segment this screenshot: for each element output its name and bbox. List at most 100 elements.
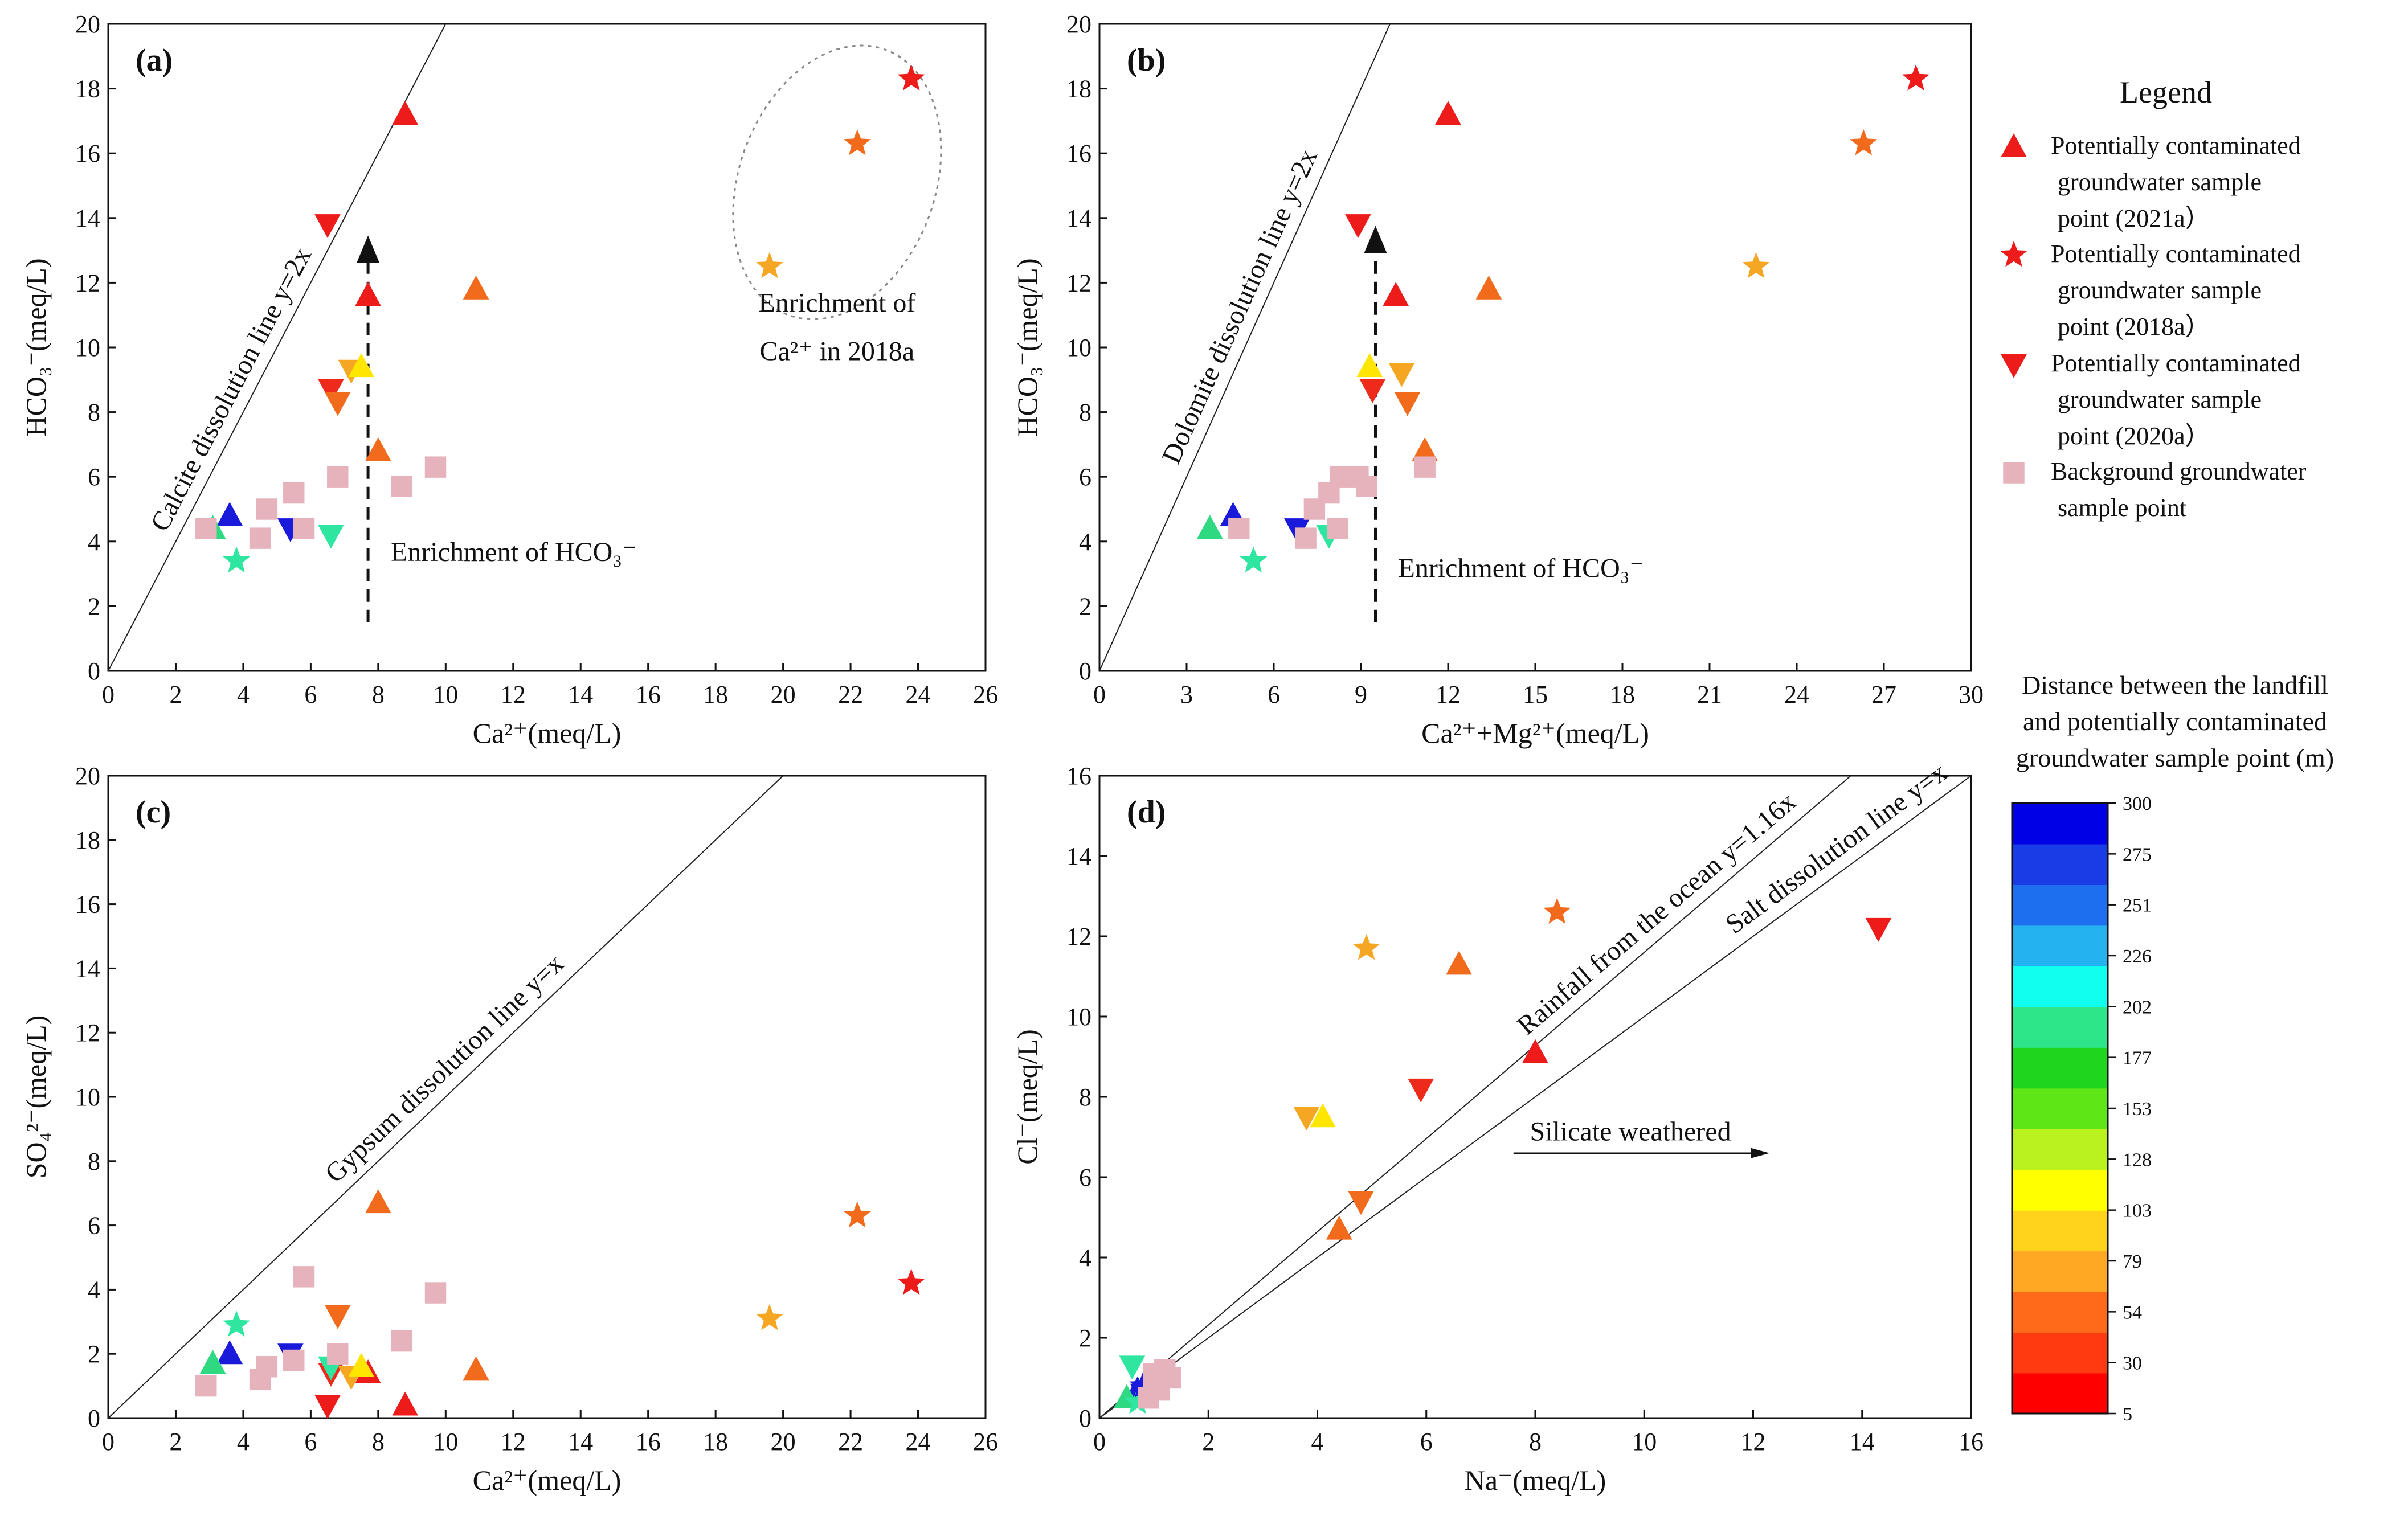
x-tick-label: 26: [973, 681, 998, 708]
data-point-triangle-up: [348, 353, 375, 378]
panel-label: (c): [136, 794, 171, 830]
data-point-triangle-down: [1293, 1107, 1320, 1131]
data-point-triangle-down: [1345, 214, 1371, 239]
reference-line: [108, 24, 447, 671]
y-tick-label: 16: [1066, 762, 1091, 790]
data-point-square: [283, 1349, 305, 1371]
x-tick-label: 18: [1610, 681, 1635, 708]
colorbar-tick-label: 79: [2123, 1251, 2142, 1272]
data-point-square: [1228, 518, 1250, 539]
annotation-text: Enrichment of HCO₃⁻: [391, 537, 636, 567]
reference-line: [1099, 24, 1391, 671]
colorbar-segment: [2012, 1373, 2108, 1414]
colorbar-tick-label: 128: [2123, 1149, 2152, 1170]
y-axis-label: HCO₃⁻(meq/L): [1011, 258, 1043, 436]
x-tick-label: 2: [169, 681, 182, 708]
enrichment-arrow-head: [1364, 226, 1387, 253]
y-tick-label: 6: [1079, 463, 1091, 491]
legend-title: Legend: [2120, 75, 2212, 109]
y-tick-label: 10: [75, 1083, 100, 1111]
x-axis-label: Ca²⁺(meq/L): [473, 717, 622, 749]
colorbar-segment: [2012, 1047, 2108, 1089]
x-tick-label: 12: [501, 681, 526, 708]
y-tick-label: 2: [1079, 1324, 1091, 1352]
y-tick-label: 8: [1079, 1083, 1091, 1111]
annotation-text-line1: Enrichment of: [758, 288, 915, 318]
legend-entry-text: groundwater sample: [2058, 386, 2262, 413]
data-point-triangle-down: [1359, 379, 1386, 403]
colorbar-tick-label: 30: [2123, 1353, 2142, 1374]
x-tick-label: 0: [102, 681, 115, 708]
colorbar-segment: [2012, 843, 2108, 885]
data-point-square: [391, 476, 413, 497]
y-tick-label: 0: [88, 1404, 100, 1432]
data-point-triangle-down: [318, 525, 344, 549]
x-tick-label: 10: [1632, 1428, 1657, 1456]
y-tick-label: 8: [88, 1148, 100, 1175]
colorbar-title: groundwater sample point (m): [2016, 743, 2334, 772]
y-tick-label: 12: [75, 1019, 100, 1047]
legend-entry-text: point (2020a）: [2058, 422, 2210, 450]
colorbar-segment: [2012, 1128, 2108, 1170]
data-point-triangle-up: [365, 1189, 391, 1214]
colorbar-segment: [2012, 803, 2108, 845]
data-point-square: [195, 1375, 217, 1397]
x-tick-label: 2: [1202, 1428, 1215, 1456]
y-axis-label: Cl⁻(meq/L): [1011, 1029, 1043, 1164]
data-point-square: [1356, 476, 1377, 497]
data-point-triangle-up: [1197, 515, 1223, 539]
annotation-text: Enrichment of HCO₃⁻: [1399, 553, 1644, 583]
data-point-square: [327, 1343, 349, 1365]
colorbar-tick-label: 54: [2123, 1302, 2142, 1323]
x-tick-label: 24: [906, 1428, 931, 1456]
y-tick-label: 0: [1079, 1404, 1091, 1432]
data-point-triangle-down: [1348, 1191, 1374, 1215]
colorbar-segment: [2012, 1251, 2108, 1292]
panel-label: (b): [1127, 43, 1166, 78]
x-tick-label: 2: [169, 1428, 182, 1456]
x-tick-label: 4: [237, 681, 250, 708]
colorbar-segment: [2012, 925, 2108, 966]
y-tick-label: 20: [1066, 10, 1091, 38]
x-tick-label: 6: [304, 1428, 317, 1456]
data-point-square: [391, 1330, 413, 1352]
x-tick-label: 6: [1420, 1428, 1433, 1456]
data-point-star: [1543, 898, 1571, 924]
x-tick-label: 10: [433, 681, 458, 708]
colorbar-segment: [2012, 1332, 2108, 1374]
y-tick-label: 2: [88, 1340, 100, 1368]
legend-entry-text: Potentially contaminated: [2051, 349, 2301, 377]
y-tick-label: 20: [75, 762, 100, 790]
reference-line: [1099, 776, 1971, 1418]
colorbar-tick-label: 5: [2123, 1404, 2132, 1425]
data-point-square: [195, 518, 217, 539]
data-point-star: [1129, 1371, 1157, 1398]
data-point-star: [756, 252, 783, 278]
x-tick-label: 22: [838, 681, 863, 708]
enrichment-arrow-head: [357, 235, 380, 263]
y-tick-label: 4: [1079, 528, 1091, 556]
reference-line: [1099, 776, 1851, 1418]
x-axis-label: Ca²⁺(meq/L): [473, 1464, 622, 1496]
y-tick-label: 10: [1066, 334, 1091, 362]
x-tick-label: 0: [1093, 681, 1106, 708]
colorbar-segment: [2012, 1006, 2108, 1048]
colorbar-tick-label: 300: [2123, 793, 2152, 814]
data-point-star: [223, 546, 250, 573]
data-point-star: [1850, 129, 1878, 155]
data-point-triangle-up: [1522, 1039, 1548, 1063]
legend-entry-text: sample point: [2058, 494, 2186, 522]
y-axis-label: HCO₃⁻(meq/L): [20, 258, 52, 436]
reference-lines-b: [1099, 24, 1391, 671]
colorbar-tick-label: 202: [2123, 997, 2152, 1018]
y-tick-label: 16: [75, 140, 100, 167]
reference-line: [108, 776, 784, 1418]
y-tick-label: 14: [75, 955, 100, 982]
colorbar-segment: [2012, 1291, 2108, 1333]
data-point-triangle-up: [392, 1391, 419, 1416]
y-tick-label: 12: [1066, 923, 1091, 951]
data-point-triangle-up: [392, 101, 419, 125]
colorbar-title: and potentially contaminated: [2023, 707, 2327, 736]
data-point-square: [424, 456, 447, 478]
colorbar-segment: [2012, 884, 2108, 926]
